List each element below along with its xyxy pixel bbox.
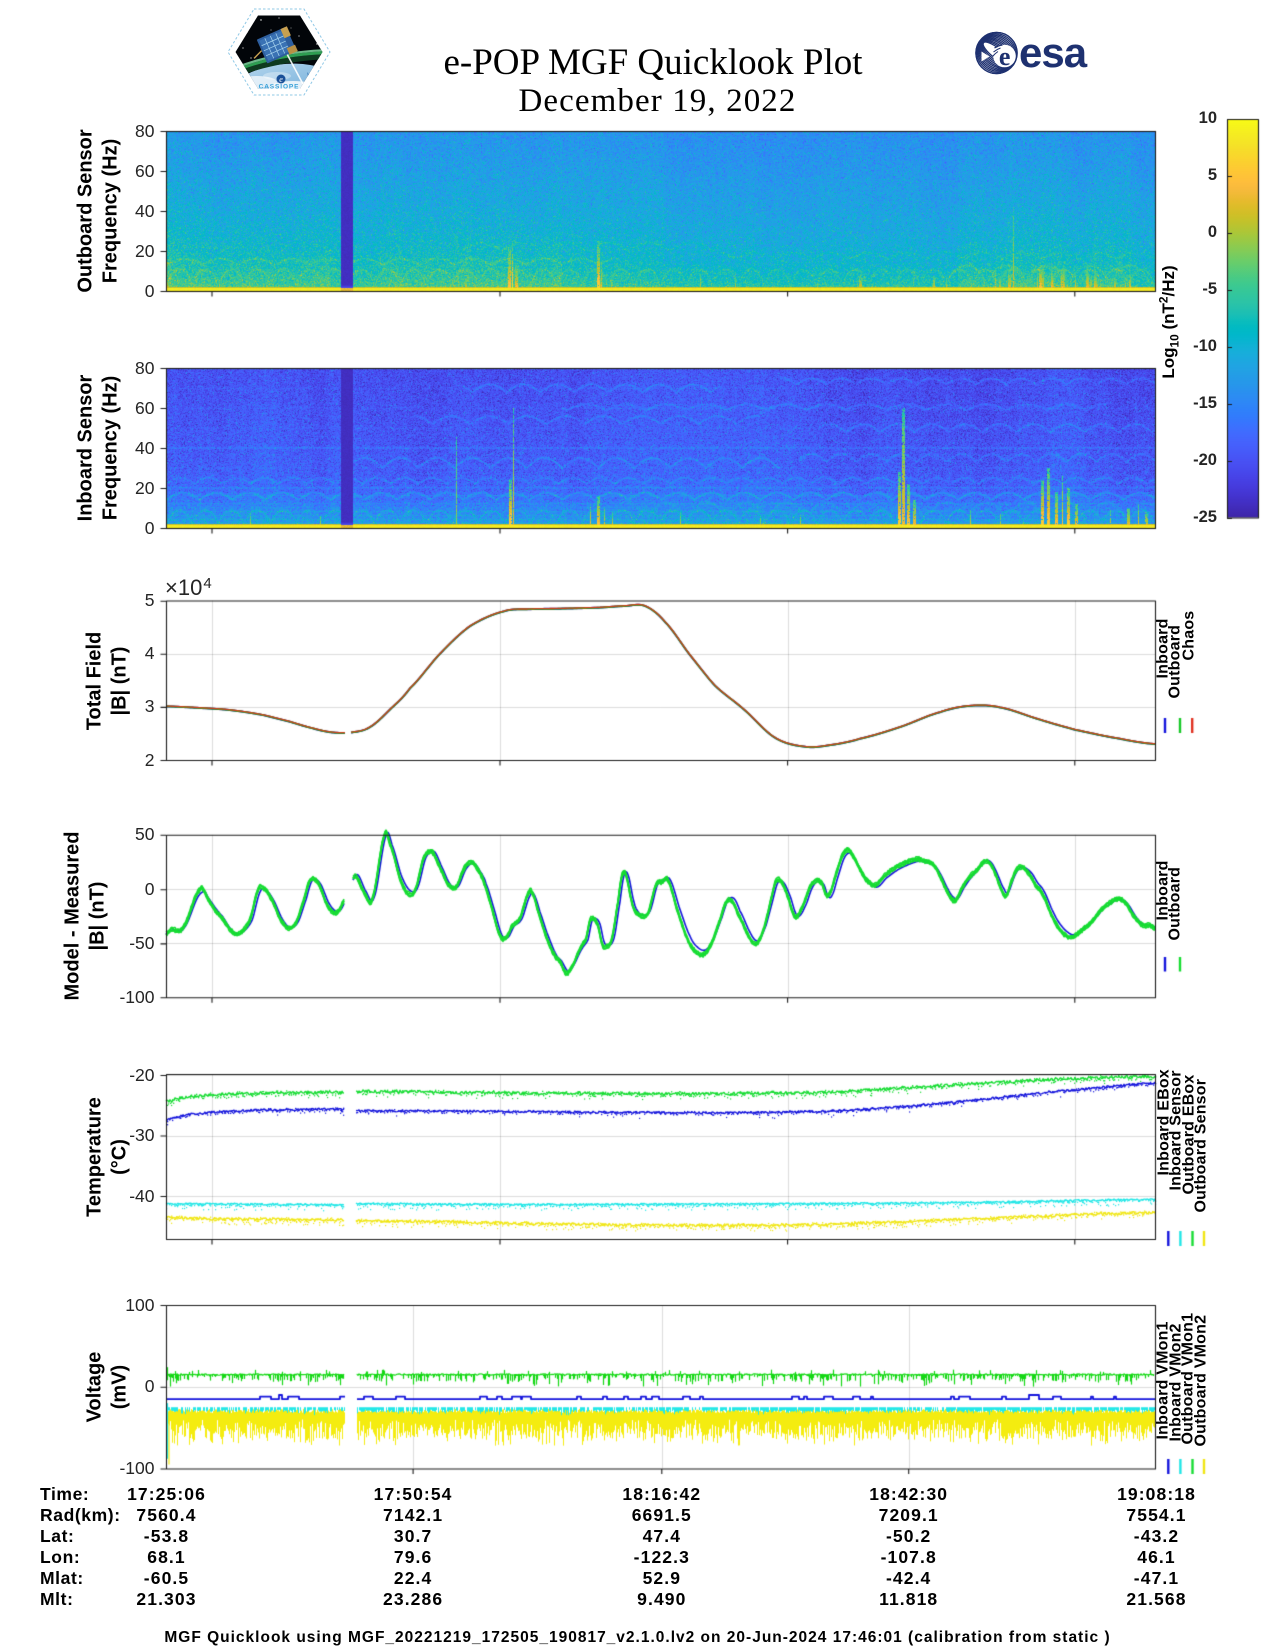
svg-text:e: e (999, 42, 1011, 71)
svg-text:esa: esa (1019, 30, 1088, 76)
svg-text:e: e (279, 75, 283, 84)
svg-text:CASSIOPE: CASSIOPE (259, 84, 300, 91)
